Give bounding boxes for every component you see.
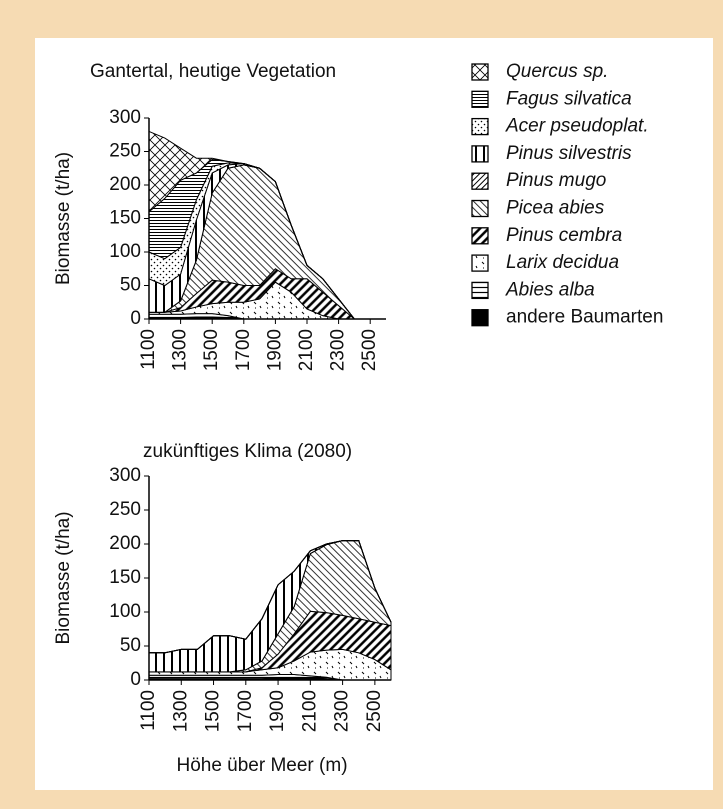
area: [149, 540, 392, 654]
y-tick-label: 200: [109, 174, 141, 195]
legend-swatch: [471, 90, 489, 108]
legend-label: andere Baumarten: [506, 307, 663, 328]
x-tick-label: 1100: [138, 329, 159, 370]
y-axis-label: Biomasse (t/ha): [53, 511, 74, 644]
x-tick-label: 1500: [201, 329, 222, 371]
x-tick-label: 2300: [332, 690, 353, 732]
legend-label: Picea abies: [506, 198, 605, 219]
y-tick-label: 100: [109, 241, 141, 262]
x-tick-label: 1300: [170, 690, 191, 732]
y-tick-label: 50: [120, 635, 141, 656]
x-tick-label: 1100: [138, 690, 159, 731]
x-tick-label: 2500: [364, 690, 385, 732]
x-tick-label: 1900: [264, 329, 285, 371]
y-tick-label: 200: [109, 533, 141, 554]
x-tick-label: 1700: [235, 690, 256, 732]
y-tick-label: 150: [109, 567, 141, 588]
legend-label: Pinus silvestris: [506, 143, 632, 164]
y-tick-label: 50: [120, 275, 141, 296]
legend-swatch: [471, 227, 489, 245]
y-tick-label: 150: [109, 208, 141, 229]
x-tick-label: 1300: [170, 329, 191, 371]
x-tick-label: 1700: [233, 329, 254, 371]
chart-title: Gantertal, heutige Vegetation: [90, 61, 336, 82]
legend-label: Pinus cembra: [506, 225, 622, 246]
legend-swatch: [471, 254, 489, 272]
legend-swatch: [471, 172, 489, 190]
legend-label: Quercus sp.: [506, 61, 608, 82]
legend-label: Pinus mugo: [506, 170, 606, 191]
y-tick-label: 0: [130, 669, 141, 690]
x-tick-label: 2100: [299, 690, 320, 732]
chart-title: zukünftiges Klima (2080): [143, 441, 352, 462]
legend-swatch: [471, 145, 489, 163]
y-tick-label: 0: [130, 308, 141, 329]
legend-label: Larix decidua: [506, 252, 619, 273]
legend-swatch: [471, 309, 489, 327]
x-tick-label: 1500: [203, 690, 224, 732]
y-tick-label: 250: [109, 499, 141, 520]
x-tick-label: 2100: [296, 329, 317, 371]
y-tick-label: 100: [109, 601, 141, 622]
legend-label: Acer pseudoplat.: [505, 116, 649, 137]
y-tick-label: 300: [109, 465, 141, 486]
x-axis-label: Höhe über Meer (m): [176, 755, 347, 776]
y-tick-label: 300: [109, 107, 141, 128]
legend-swatch: [471, 199, 489, 218]
legend-label: Abies alba: [505, 279, 595, 300]
y-axis-label: Biomasse (t/ha): [53, 152, 74, 285]
x-tick-label: 1900: [267, 690, 288, 732]
plots: Gantertal, heutige Vegetation 0 50 100 150 20…: [53, 61, 663, 776]
legend-swatch: [471, 281, 489, 300]
legend-swatch: [471, 63, 489, 81]
x-tick-label: 2300: [328, 329, 349, 371]
legend-swatch: [471, 117, 489, 136]
legend-label: Fagus silvatica: [506, 88, 632, 109]
y-tick-label: 250: [109, 141, 141, 162]
x-tick-label: 2500: [359, 329, 380, 371]
